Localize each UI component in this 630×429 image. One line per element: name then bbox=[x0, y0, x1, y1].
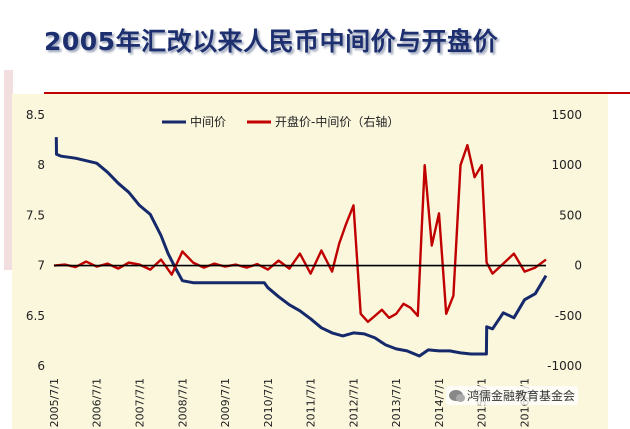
series-line-open-minus-mid bbox=[53, 143, 547, 324]
y-tick-label-left: 7.5 bbox=[26, 208, 45, 222]
x-tick-label: 2011/7/1 bbox=[305, 378, 318, 427]
chart-area: 8.5 8 7.5 7 6.5 6 1500 1000 500 0 -500 -1000 2005/7/… bbox=[12, 94, 608, 429]
y-tick-label-right: 0 bbox=[574, 259, 582, 273]
x-tick-label: 2008/7/1 bbox=[176, 378, 189, 427]
x-tick-label: 2013/7/1 bbox=[390, 378, 403, 427]
slide-title: 2005年汇改以来人民币中间价与开盘价 bbox=[44, 27, 499, 56]
decorative-side-bar bbox=[4, 70, 13, 270]
legend-label: 中间价 bbox=[190, 114, 226, 129]
legend-label: 开盘价-中间价（右轴） bbox=[275, 114, 399, 129]
wechat-icon bbox=[449, 390, 465, 402]
y-tick-label-right: 500 bbox=[559, 208, 582, 222]
y-tick-label-right: -500 bbox=[555, 309, 582, 323]
watermark: 鸿儒金融教育基金会 bbox=[446, 386, 579, 405]
x-tick-label: 2005/7/1 bbox=[48, 378, 61, 427]
x-tick-label: 2006/7/1 bbox=[91, 378, 104, 427]
x-tick-label: 2009/7/1 bbox=[219, 378, 232, 427]
series-line-mid-price bbox=[54, 137, 548, 358]
y-tick-label-right: 1500 bbox=[551, 108, 582, 122]
y-tick-label-left: 7 bbox=[37, 259, 45, 273]
y-tick-label-left: 8 bbox=[37, 158, 45, 172]
y-tick-label-right: 1000 bbox=[551, 158, 582, 172]
x-tick-label: 2007/7/1 bbox=[133, 378, 146, 427]
y-tick-label-right: -1000 bbox=[547, 359, 582, 373]
x-tick-label: 2014/7/1 bbox=[433, 378, 446, 427]
watermark-text: 鸿儒金融教育基金会 bbox=[467, 389, 576, 403]
y-tick-label-left: 6.5 bbox=[26, 309, 45, 323]
x-tick-label: 2012/7/1 bbox=[347, 378, 360, 427]
x-tick-label: 2010/7/1 bbox=[262, 378, 275, 427]
y-tick-label-left: 6 bbox=[37, 359, 45, 373]
title-rule bbox=[44, 92, 630, 94]
line-chart: 8.5 8 7.5 7 6.5 6 1500 1000 500 0 -500 -1000 2005/7/… bbox=[26, 108, 582, 427]
y-tick-label-left: 8.5 bbox=[26, 108, 45, 122]
